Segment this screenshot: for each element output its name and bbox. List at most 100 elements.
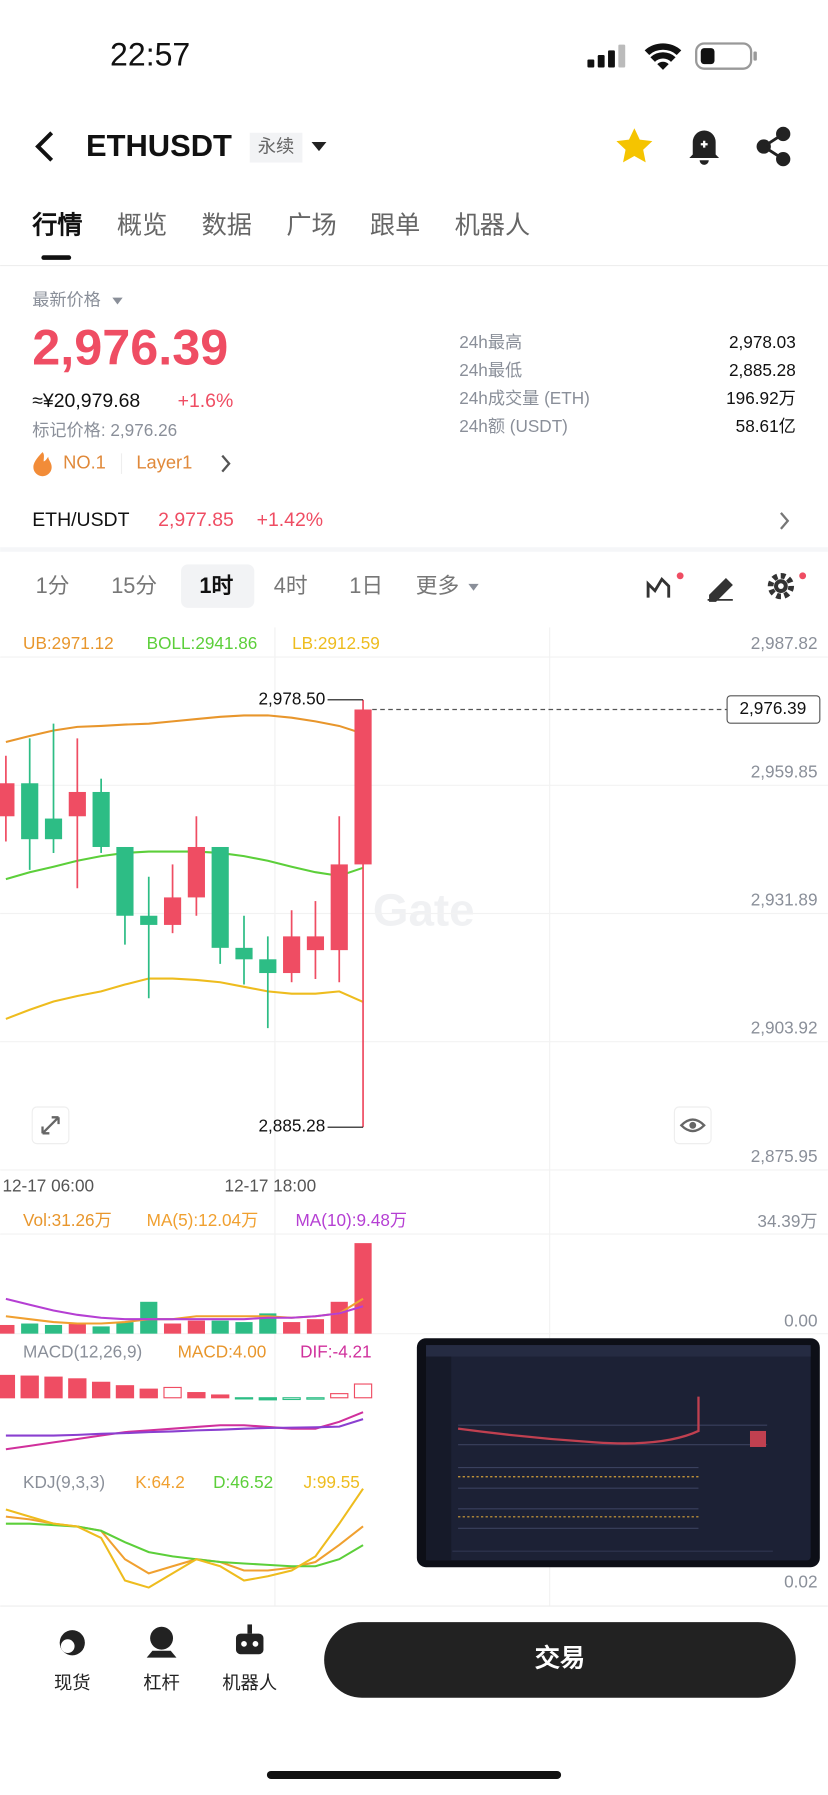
stat-value: 58.61亿 <box>736 416 796 436</box>
interval[interactable]: 1日 <box>349 573 383 598</box>
candle-body <box>187 846 205 898</box>
tab[interactable]: 跟单 <box>370 211 420 239</box>
macd-bar <box>115 1385 135 1399</box>
charts: 2,987.82 2,959.85 2,931.89 2,903.92 2,875.95… <box>0 633 828 1592</box>
nav-label[interactable]: 杠杆 <box>143 1672 180 1693</box>
volume-bar <box>140 1301 158 1334</box>
macd-bar <box>20 1375 39 1399</box>
interval[interactable]: 更多 <box>416 573 459 598</box>
legend-label: BOLL:2941.86 <box>147 633 258 653</box>
tab[interactable]: 数据 <box>202 211 252 239</box>
interval[interactable]: 1分 <box>36 573 70 598</box>
legend-label: MACD:4.00 <box>178 1342 267 1362</box>
legend-label: D:46.52 <box>213 1472 273 1492</box>
legend-label: Vol:31.26万 <box>23 1210 112 1230</box>
status-icons <box>587 42 757 70</box>
macd-line <box>5 1418 364 1437</box>
extreme-label: 2,978.50 <box>258 688 325 708</box>
symbol-dropdown[interactable] <box>311 141 327 152</box>
price-change: +1.6% <box>178 390 234 412</box>
nav-label[interactable]: 机器人 <box>222 1672 277 1693</box>
interval[interactable]: 1时 <box>199 573 233 598</box>
stat-label: 24h额 (USDT) <box>459 416 568 436</box>
nav-label[interactable]: 现货 <box>54 1672 91 1693</box>
mark-price: 标记价格: 2,976.26 <box>32 420 177 440</box>
legend-label: MA(10):9.48万 <box>296 1210 408 1230</box>
y-tick-label: 2,875.95 <box>751 1146 818 1166</box>
macd-bar <box>0 1374 16 1399</box>
stat-value: 2,885.28 <box>729 360 796 380</box>
indicator-button[interactable] <box>646 572 684 598</box>
y-tick-label: 2,903.92 <box>751 1018 818 1038</box>
share-button[interactable] <box>756 126 791 167</box>
interval[interactable]: 15分 <box>111 573 157 598</box>
back-button[interactable] <box>35 131 54 162</box>
clock: 22:57 <box>110 37 190 73</box>
last-price: 2,976.39 <box>32 319 228 376</box>
legend-label: K:64.2 <box>135 1472 185 1492</box>
tag-bg <box>249 132 303 163</box>
volume-bar <box>283 1322 301 1334</box>
bot-icon[interactable] <box>235 1624 264 1655</box>
tab[interactable]: 机器人 <box>455 211 531 239</box>
expand-button[interactable] <box>31 1106 70 1145</box>
price-dropdown[interactable] <box>112 297 123 305</box>
stats: 24h最高 2,978.03 24h最低 2,885.28 24h成交量 (ETH) 19… <box>459 332 796 436</box>
macd-bar <box>211 1394 230 1399</box>
volume-bar <box>306 1319 325 1334</box>
tab[interactable]: 广场 <box>286 211 336 239</box>
spot-change: +1.42% <box>257 509 324 531</box>
legend-label: DIF:-4.21 <box>300 1342 372 1362</box>
watermark: Gate <box>373 885 475 936</box>
interval[interactable]: 4时 <box>274 573 308 598</box>
trade-button-label[interactable]: 交易 <box>535 1644 585 1673</box>
bottom-nav: 现货 杠杆 机器人 <box>54 1672 277 1693</box>
last-price-label: 2,976.39 <box>739 698 806 718</box>
spot-name[interactable]: ETH/USDT <box>32 509 129 531</box>
contract-tag: 永续 <box>258 136 295 157</box>
sector: Layer1 <box>136 451 192 472</box>
visibility-button[interactable] <box>673 1106 712 1145</box>
extreme-label: 2,885.28 <box>258 1116 325 1136</box>
stat-label: 24h最高 <box>459 332 522 352</box>
candle-body <box>21 783 39 840</box>
hot-icon <box>33 452 52 477</box>
volume-bar <box>68 1323 86 1334</box>
margin-icon[interactable] <box>146 1626 177 1658</box>
candle-body <box>44 818 63 840</box>
candle-body <box>163 897 182 925</box>
volume-bar <box>187 1320 205 1334</box>
tab-indicator <box>41 255 72 260</box>
volume-bar <box>116 1322 134 1334</box>
tab[interactable]: 行情 <box>31 211 82 239</box>
sector-arrow[interactable] <box>221 454 231 473</box>
x-tick-label: 12-17 18:00 <box>225 1176 317 1196</box>
spot-arrow[interactable] <box>780 512 790 530</box>
pip-overlay[interactable] <box>416 1338 820 1568</box>
draw-button[interactable] <box>707 578 733 602</box>
candle-body <box>259 959 277 974</box>
interval-selected-bg <box>181 564 255 608</box>
trade-button[interactable] <box>324 1622 796 1698</box>
more-dropdown[interactable] <box>468 583 479 591</box>
kdj-line <box>5 1488 364 1589</box>
ma-line <box>5 1297 364 1321</box>
tab[interactable]: 概览 <box>117 211 167 239</box>
y-tick-label: 2,987.82 <box>751 633 818 653</box>
y-tick-label: 0.00 <box>784 1311 817 1331</box>
legend-label: J:99.55 <box>304 1472 360 1492</box>
y-tick-label: 0.02 <box>784 1572 817 1592</box>
macd-bar <box>68 1378 87 1399</box>
indicator-title: KDJ(9,3,3) <box>23 1472 105 1492</box>
favorite-star[interactable] <box>616 128 653 163</box>
volume-bar <box>0 1324 15 1334</box>
candle-body <box>140 915 158 925</box>
divider <box>0 547 828 552</box>
spot-icon[interactable] <box>59 1630 85 1656</box>
settings-button[interactable] <box>767 572 807 600</box>
cny-price: ≈¥20,979.68 <box>32 390 140 412</box>
candle-body <box>92 791 110 847</box>
symbol: ETHUSDT <box>86 128 232 163</box>
